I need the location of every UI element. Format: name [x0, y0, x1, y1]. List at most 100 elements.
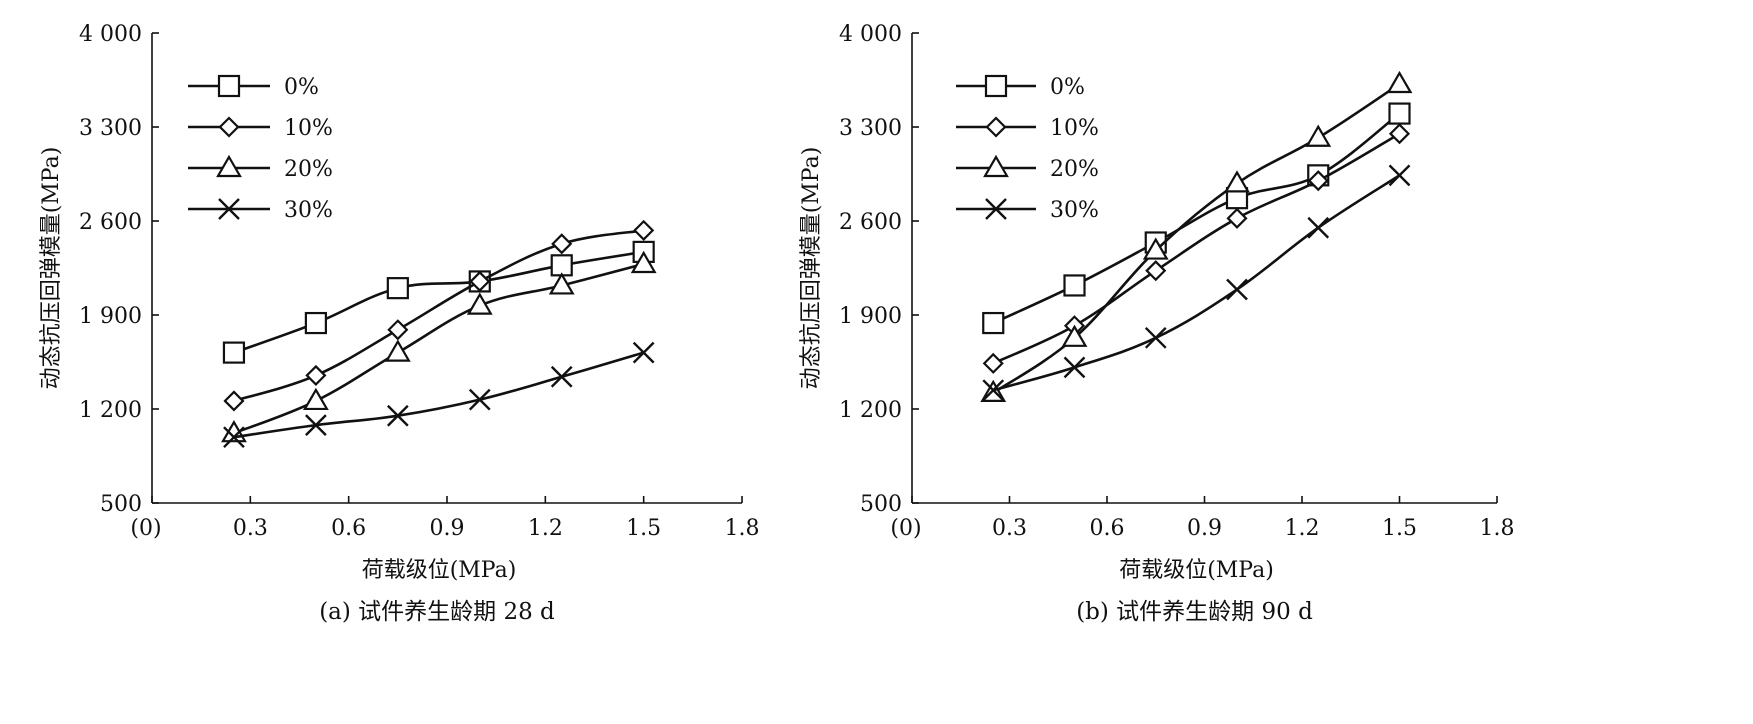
legend-marker	[218, 116, 240, 138]
data-point	[1305, 124, 1332, 147]
data-point	[304, 311, 327, 335]
y-tick-label: 1 900	[839, 304, 902, 329]
data-point	[1388, 123, 1411, 145]
series-cross	[982, 164, 1411, 402]
legend-marker	[983, 154, 1009, 178]
data-point	[1226, 207, 1248, 229]
data-point	[982, 352, 1004, 374]
y-tick-label: 3 300	[839, 116, 902, 141]
data-point	[1145, 260, 1167, 282]
legend-label: 30%	[1050, 198, 1099, 223]
data-point	[305, 414, 327, 436]
series-line	[992, 132, 1401, 365]
data-point	[386, 404, 409, 427]
data-point	[551, 233, 573, 255]
legend-item: 30%	[956, 198, 1099, 223]
y-tick-label: 4 000	[79, 22, 142, 47]
y-tick-label: 1 200	[79, 398, 142, 423]
legend-label: 20%	[284, 157, 333, 182]
x-tick-label: 1.2	[528, 516, 563, 541]
y-tick-label: 2 600	[839, 210, 902, 235]
chart-a: 500 1 200 1 900 2 600 3 300 4 000 (0) 0.3 0.6 0.9…	[39, 22, 760, 625]
series-square	[222, 240, 655, 364]
x-tick-label: (0)	[130, 516, 161, 541]
x-tick-label: 1.8	[725, 516, 760, 541]
data-point	[1063, 356, 1086, 379]
data-point	[632, 341, 655, 364]
legend-marker	[218, 198, 240, 220]
chart-b: 500 1 200 1 900 2 600 3 300 4 000 (0) 0.3 0.6 0.9…	[799, 22, 1515, 625]
x-tick-label: 0.9	[1187, 516, 1222, 541]
data-point	[633, 219, 655, 241]
data-point	[1061, 324, 1088, 347]
legend-label: 0%	[284, 75, 319, 100]
legend-marker	[217, 74, 241, 98]
data-point	[1224, 170, 1250, 193]
data-point	[222, 341, 246, 364]
x-axis-title: 荷载级位(MPa)	[1119, 558, 1274, 583]
data-point	[630, 250, 657, 274]
series-line	[233, 229, 644, 403]
legend-item: 30%	[188, 198, 333, 223]
data-point	[1386, 70, 1413, 94]
data-point	[387, 319, 409, 341]
data-point	[1226, 278, 1248, 301]
data-point	[550, 365, 573, 388]
data-point	[223, 390, 245, 412]
legend-item: 0%	[188, 74, 319, 100]
chart-caption: (b) 试件养生龄期 90 d	[1076, 599, 1313, 625]
x-tick-label: 0.6	[1090, 516, 1125, 541]
data-point	[1144, 326, 1167, 349]
x-tick-label: 1.5	[1382, 516, 1417, 541]
y-axis-title: 动态抗压回弹模量(MPa)	[799, 147, 824, 390]
y-tick-label: 1 900	[79, 304, 142, 329]
legend-label: 30%	[284, 198, 333, 223]
data-point	[223, 426, 245, 449]
x-tick-label: 0.6	[331, 516, 366, 541]
series-diamond	[982, 123, 1411, 374]
x-tick-label: 0.3	[233, 516, 268, 541]
y-tick-label: 500	[860, 492, 902, 517]
data-point	[548, 272, 575, 295]
y-tick-label: 2 600	[79, 210, 142, 235]
legend-item: 10%	[188, 116, 333, 141]
series-diamond	[223, 219, 655, 412]
x-tick-label: 0.9	[430, 516, 465, 541]
series-line	[233, 250, 644, 354]
series-triangle	[980, 70, 1413, 402]
legend-marker	[984, 74, 1008, 98]
data-point	[468, 388, 491, 411]
x-tick-label: 0.3	[992, 516, 1027, 541]
x-axis-title: 荷载级位(MPa)	[362, 558, 517, 583]
legend-label: 0%	[1050, 75, 1085, 100]
x-tick-label: 1.2	[1285, 516, 1320, 541]
y-axis-title: 动态抗压回弹模量(MPa)	[39, 147, 64, 390]
data-point	[1307, 216, 1330, 239]
data-point	[469, 270, 491, 292]
legend-marker	[216, 154, 242, 178]
data-point	[466, 292, 493, 315]
y-tick-label: 1 200	[839, 398, 902, 423]
legend-item: 20%	[188, 154, 333, 182]
y-tick-label: 4 000	[839, 22, 902, 47]
data-point	[305, 364, 327, 386]
data-point	[982, 311, 1005, 335]
legend-label: 20%	[1050, 157, 1099, 182]
x-tick-label: 1.8	[1480, 516, 1515, 541]
x-tick-label: (0)	[890, 516, 921, 541]
series-line	[992, 174, 1401, 392]
legend-label: 10%	[284, 116, 333, 141]
legend-item: 20%	[956, 154, 1099, 182]
data-point	[1307, 170, 1329, 192]
data-point	[386, 277, 409, 300]
data-point	[302, 387, 329, 411]
data-point	[1388, 164, 1411, 187]
data-point	[1063, 274, 1086, 297]
data-point	[1142, 237, 1169, 260]
y-tick-label: 500	[100, 492, 142, 517]
chart-caption: (a) 试件养生龄期 28 d	[319, 599, 555, 625]
x-tick-label: 1.5	[626, 516, 661, 541]
legend-marker	[985, 198, 1007, 220]
legend-item: 10%	[956, 116, 1099, 141]
